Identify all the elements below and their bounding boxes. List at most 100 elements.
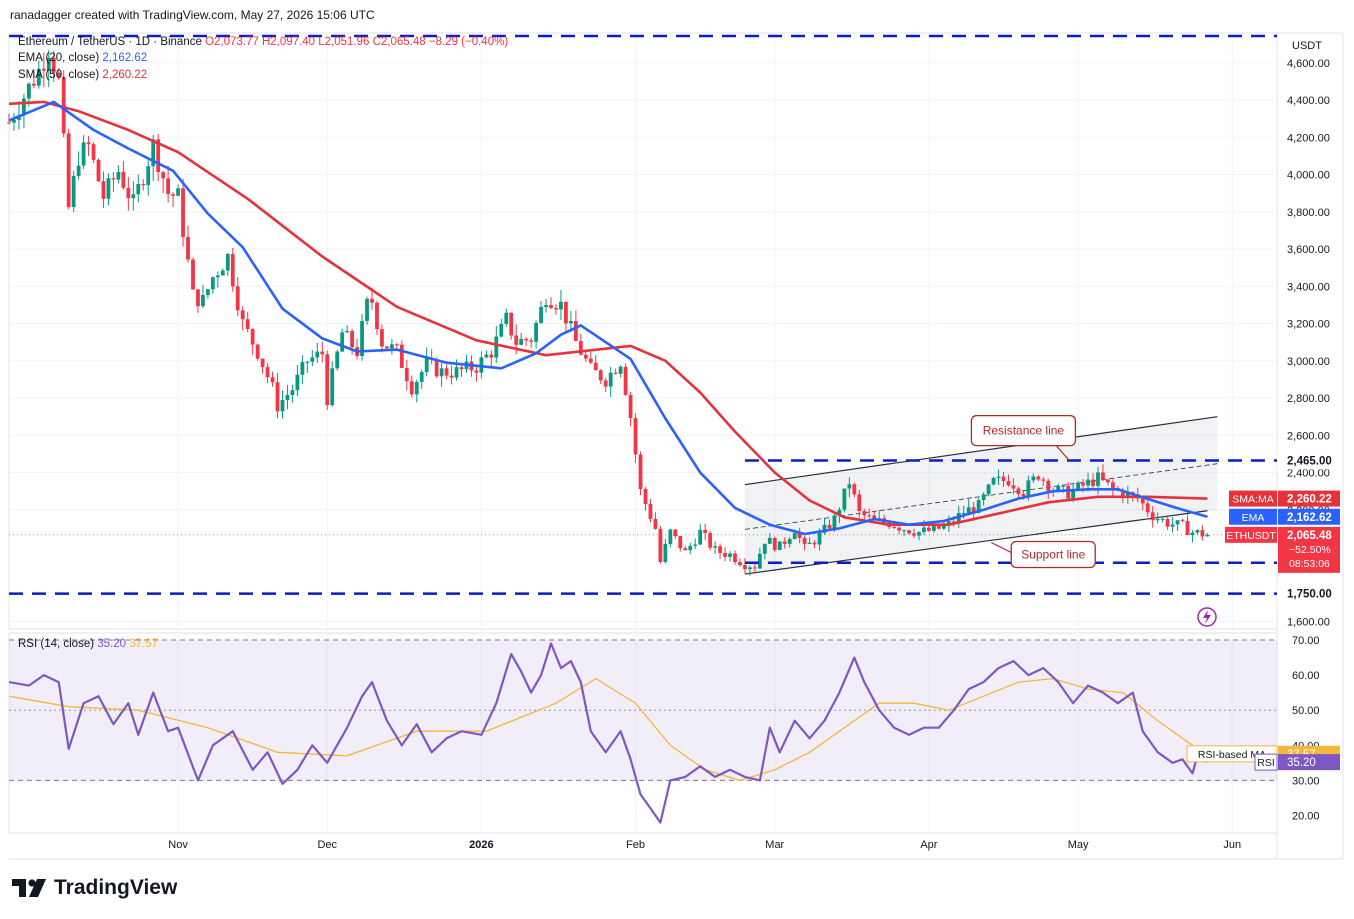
candle-body	[126, 187, 131, 199]
candle-body	[439, 368, 444, 377]
candle-body	[1056, 485, 1061, 492]
candle-body	[389, 344, 394, 349]
price-tick-label: 3,600.00	[1287, 244, 1330, 256]
candle-body	[519, 338, 524, 345]
time-tick-label: Feb	[626, 839, 645, 851]
candle-body	[862, 511, 867, 516]
price-pane-frame	[8, 32, 1278, 630]
candle-body	[131, 194, 136, 199]
candle-body	[280, 399, 285, 412]
price-badge-name-bg	[1229, 490, 1277, 507]
candle-body	[951, 521, 956, 523]
candle-body	[1006, 480, 1011, 486]
candle-body	[658, 528, 663, 562]
candle-body	[917, 532, 921, 536]
candle-body	[648, 504, 653, 519]
candle-body	[1066, 485, 1071, 499]
price-tick-label: 3,200.00	[1287, 319, 1330, 331]
candle-body	[991, 477, 996, 485]
candle-body	[1091, 479, 1095, 486]
price-badge-change: −52.50%	[1289, 544, 1331, 556]
price-badge-value-bg	[1278, 490, 1340, 507]
candle-body	[1086, 479, 1090, 486]
candle-body	[628, 394, 633, 418]
sma-legend-label: SMA (50, close)	[18, 69, 100, 81]
candle-body	[141, 184, 146, 186]
moving-averages	[8, 100, 1208, 536]
candle-body	[454, 367, 459, 378]
price-badge-value: 2,065.48	[1287, 530, 1332, 542]
price-tick-label: 2,600.00	[1287, 430, 1330, 442]
candle-body	[902, 530, 906, 532]
tradingview-brand[interactable]: TradingView	[12, 876, 177, 900]
candle-body	[708, 533, 713, 548]
candle-body	[961, 512, 966, 514]
symbol-legend[interactable]: Ethereum / TetherUS · 1D · Binance O2,07…	[18, 36, 508, 48]
tradingview-logo-icon	[12, 879, 46, 897]
candle-body	[693, 544, 698, 546]
price-badge-name: SMA:MA	[1232, 494, 1273, 506]
candle-body	[186, 236, 190, 260]
candle-body	[285, 394, 290, 400]
candle-body	[549, 304, 553, 308]
price-tick-label: 4,400.00	[1287, 95, 1330, 107]
candle-body	[1165, 518, 1170, 527]
candle-body	[817, 532, 822, 545]
candle-body	[802, 537, 807, 544]
candle-body	[41, 68, 46, 71]
annotation-pointer	[990, 541, 1012, 554]
candle-body	[852, 484, 857, 495]
annotation-pointer	[1054, 444, 1070, 462]
candle-body	[385, 346, 389, 349]
candle-body	[996, 476, 1001, 478]
candle-body	[235, 286, 240, 311]
candle-body	[1180, 520, 1185, 522]
candle-body	[1036, 476, 1041, 480]
annotations: Resistance line Support line	[970, 414, 1096, 569]
candle-body	[1011, 485, 1016, 489]
rsi-legend[interactable]: RSI (14, close) 35.20 37.57	[18, 638, 158, 650]
ema-legend[interactable]: EMA (20, close) 2,162.62	[18, 52, 147, 64]
time-tick-label: Nov	[168, 839, 188, 851]
time-tick-label: May	[1068, 839, 1089, 851]
candle-body	[703, 529, 708, 534]
candle-body	[1061, 485, 1066, 487]
candle-body	[683, 548, 688, 551]
candle-body	[22, 98, 26, 116]
candle-body	[1041, 479, 1046, 481]
candle-body	[136, 184, 141, 195]
candle-body	[573, 321, 578, 341]
candle-body	[593, 362, 598, 371]
sma-legend[interactable]: SMA (50, close) 2,260.22	[18, 69, 147, 81]
resistance-trendline	[744, 416, 1218, 486]
candle-body	[1106, 479, 1110, 483]
candle-body	[673, 529, 678, 537]
ema-legend-label: EMA (20, close)	[18, 52, 100, 64]
candle-body	[1185, 520, 1190, 536]
candle-body	[1155, 519, 1160, 521]
price-badges: 2,465.001,916.001,750.00SMA:MA2,260.22EM…	[1186, 451, 1340, 771]
time-tick-label: 2026	[469, 839, 493, 851]
replay-icon[interactable]	[1197, 607, 1217, 627]
candle-body	[335, 351, 340, 369]
candle-body	[554, 307, 558, 310]
rsi-lines	[8, 642, 1208, 824]
candle-body	[1081, 482, 1085, 486]
candle-body	[1111, 482, 1115, 489]
candle-body	[399, 344, 404, 368]
candle-body	[81, 142, 86, 166]
price-badge-value-bg	[1278, 526, 1340, 573]
candle-body	[544, 304, 548, 307]
annotation-text: Support line	[1021, 548, 1085, 562]
candle-body	[220, 270, 225, 276]
candle-body	[320, 351, 325, 355]
candle-body	[922, 527, 926, 533]
candle-body	[419, 372, 424, 382]
candle-body	[106, 178, 111, 199]
candle-body	[733, 553, 737, 563]
candle-body	[196, 289, 200, 307]
price-axis	[1276, 32, 1344, 860]
candle-body	[191, 259, 195, 290]
rsi-badge-name-bg	[1254, 753, 1278, 771]
